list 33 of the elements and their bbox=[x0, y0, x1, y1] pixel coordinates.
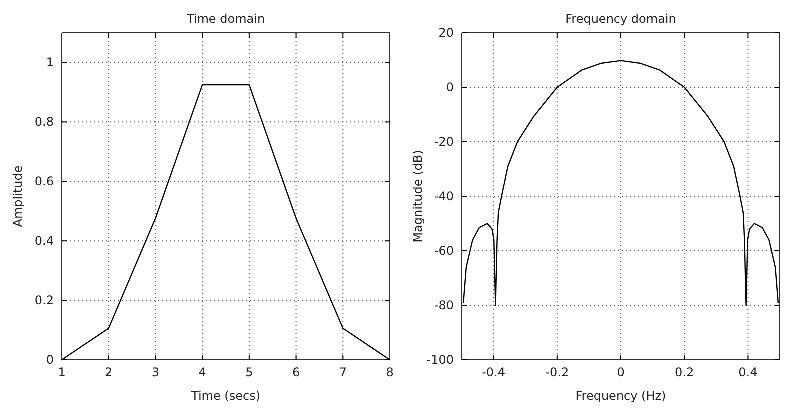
y-tick-label: -40 bbox=[434, 189, 454, 204]
x-tick-label: -0.4 bbox=[482, 366, 506, 380]
x-tick-label: 0.2 bbox=[675, 366, 694, 380]
y-axis-title: Amplitude bbox=[11, 166, 25, 228]
x-tick-label: 2 bbox=[105, 366, 113, 380]
x-tick-label: 6 bbox=[292, 366, 300, 380]
x-tick-label: 0 bbox=[617, 366, 625, 380]
x-tick-label: 4 bbox=[198, 366, 206, 380]
y-tick-label: 0.8 bbox=[34, 115, 54, 130]
y-axis-title: Magnitude (dB) bbox=[411, 150, 425, 243]
x-tick-label: 8 bbox=[386, 366, 394, 380]
x-tick-label: 1 bbox=[58, 366, 66, 380]
y-tick-label: -20 bbox=[434, 134, 454, 149]
chart-title: Time domain bbox=[186, 12, 266, 26]
x-tick-label: 3 bbox=[152, 366, 160, 380]
x-axis-title: Time (secs) bbox=[190, 389, 261, 403]
line-series bbox=[462, 60, 780, 306]
y-tick-label: -100 bbox=[426, 352, 454, 367]
y-tick-label: 0 bbox=[46, 352, 54, 367]
y-tick-label: 0 bbox=[446, 80, 454, 94]
x-tick-label: 5 bbox=[246, 366, 254, 380]
y-tick-label: 0.4 bbox=[34, 234, 54, 248]
x-axis-title: Frequency (Hz) bbox=[576, 389, 666, 403]
y-tick-label: 1 bbox=[46, 56, 54, 70]
x-tick-label: -0.2 bbox=[546, 366, 570, 380]
y-tick-label: -80 bbox=[434, 298, 454, 312]
x-tick-label: 0.4 bbox=[738, 366, 758, 380]
y-tick-label: 0.2 bbox=[34, 293, 54, 308]
chart-title: Frequency domain bbox=[566, 12, 676, 26]
y-tick-label: -60 bbox=[434, 244, 454, 258]
y-tick-label: 20 bbox=[438, 26, 454, 40]
y-tick-label: 0.6 bbox=[34, 174, 54, 188]
x-tick-label: 7 bbox=[339, 366, 347, 380]
